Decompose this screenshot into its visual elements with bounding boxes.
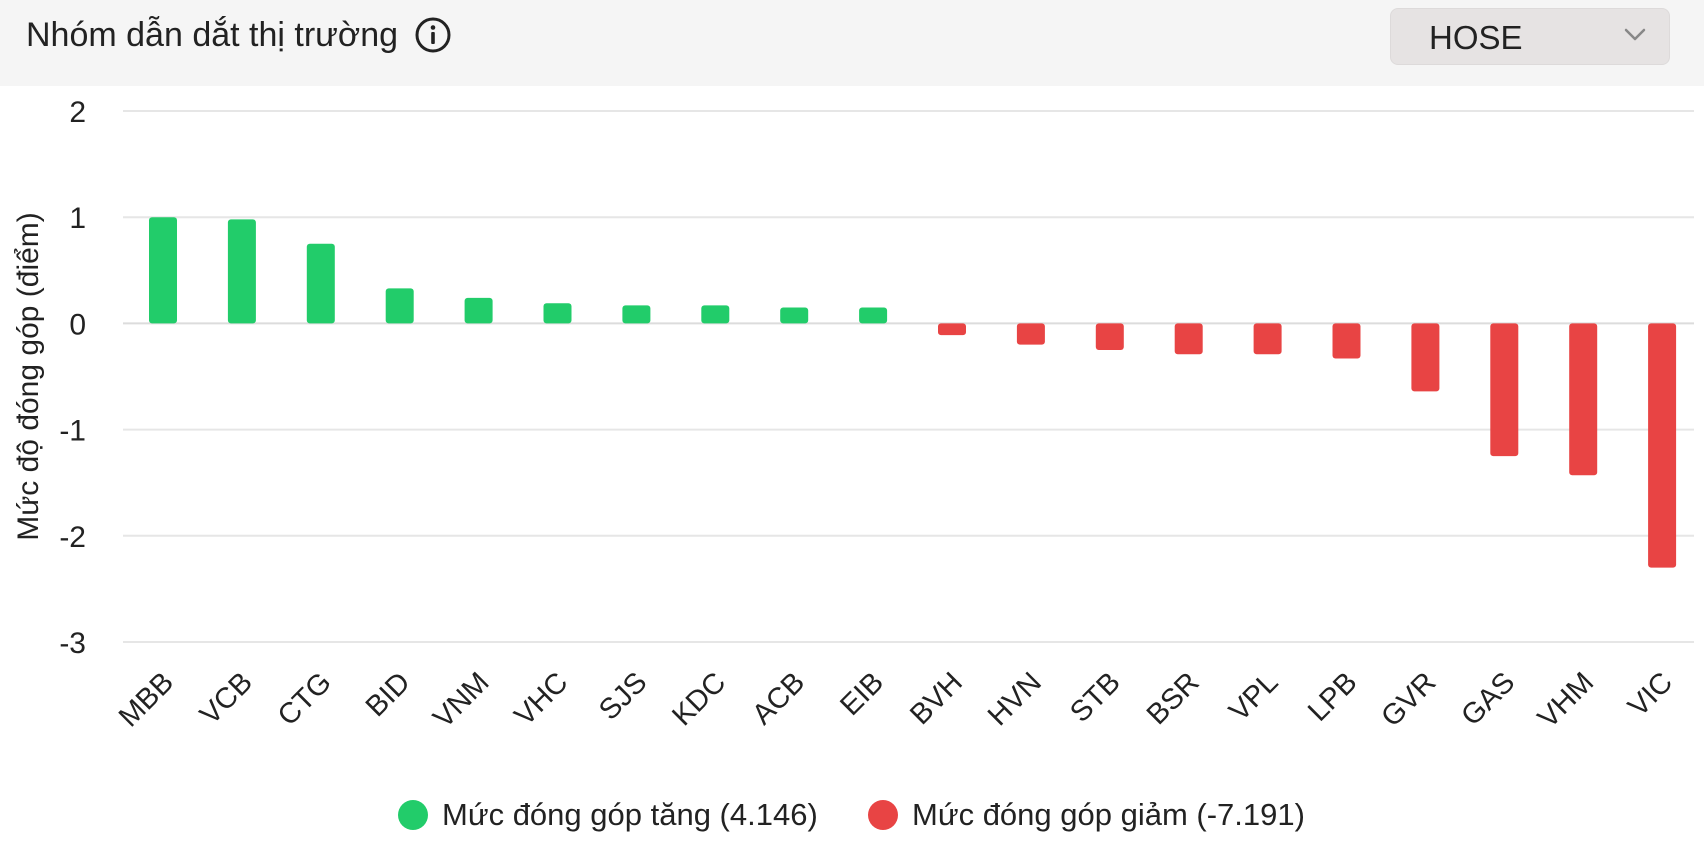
x-tick-label-vhm: VHM <box>1532 666 1600 734</box>
y-tick-label: -1 <box>59 415 86 448</box>
bar-chart: 2 1 0 -1 -2 -3 Mức độ đóng góp (điểm) MBB VCB CTG… <box>12 96 1694 735</box>
x-tick-label-vnm: VNM <box>427 666 495 734</box>
page-title: Nhóm dẫn dắt thị trường <box>26 16 399 54</box>
legend-label-negative: Mức đóng góp giảm (-7.191) <box>912 797 1305 832</box>
x-tick-label-hvn: HVN <box>982 666 1048 732</box>
x-tick-label-bsr: BSR <box>1141 666 1206 731</box>
legend-marker-negative <box>868 800 898 830</box>
y-tick-label: 2 <box>69 96 86 129</box>
bar-lpb <box>1332 323 1361 359</box>
bar-eib <box>859 307 888 324</box>
x-tick-label-mbb: MBB <box>113 666 180 733</box>
bar-bsr <box>1174 323 1203 355</box>
bar-bid <box>385 288 414 324</box>
bar-bvh <box>938 323 966 336</box>
bar-vhc <box>543 303 572 324</box>
x-tick-label-kdc: KDC <box>666 666 732 732</box>
x-tick-label-sjs: SJS <box>593 666 653 726</box>
chevron-down-icon <box>1624 28 1646 41</box>
exchange-select[interactable]: HOSE <box>1390 8 1670 65</box>
x-tick-label-gas: GAS <box>1455 666 1521 732</box>
x-tick-label-stb: STB <box>1064 666 1127 729</box>
bar-vpl <box>1253 323 1282 355</box>
y-axis-label: Mức độ đóng góp (điểm) <box>12 212 45 541</box>
x-tick-label-lpb: LPB <box>1302 666 1363 727</box>
bar-vhm <box>1569 323 1598 476</box>
bar-kdc <box>701 305 730 324</box>
chart-legend: Mức đóng góp tăng (4.146) Mức đóng góp g… <box>0 792 1704 838</box>
x-tick-label-vic: VIC <box>1622 666 1679 723</box>
x-tick-label-bvh: BVH <box>904 666 969 731</box>
bar-gas <box>1490 323 1519 457</box>
x-tick-label-vhc: VHC <box>509 666 575 732</box>
bar-sjs <box>622 305 651 324</box>
info-circle-icon[interactable] <box>414 16 452 54</box>
y-tick-label: 0 <box>69 308 86 341</box>
x-tick-label-bid: BID <box>360 666 417 723</box>
bar-vnm <box>464 297 493 324</box>
bar-vic <box>1648 323 1677 568</box>
chart-header: Nhóm dẫn dắt thị trường HOSE <box>0 0 1704 86</box>
bar-mbb <box>149 217 177 324</box>
y-tick-label: -2 <box>59 521 86 554</box>
legend-item-positive[interactable]: Mức đóng góp tăng (4.146) <box>398 792 818 838</box>
legend-item-negative[interactable]: Mức đóng góp giảm (-7.191) <box>868 792 1305 838</box>
bar-acb <box>780 307 809 324</box>
x-tick-label-ctg: CTG <box>272 666 338 732</box>
bar-ctg <box>306 243 335 324</box>
x-tick-label-acb: ACB <box>746 666 811 731</box>
bar-hvn <box>1016 323 1045 345</box>
x-tick-label-gvr: GVR <box>1375 666 1442 733</box>
x-tick-label-vcb: VCB <box>194 666 259 731</box>
bar-stb <box>1095 323 1124 350</box>
bar-gvr <box>1411 323 1440 392</box>
legend-label-positive: Mức đóng góp tăng (4.146) <box>442 797 818 832</box>
y-tick-label: -3 <box>59 627 86 660</box>
exchange-select-value: HOSE <box>1429 19 1523 56</box>
x-tick-label-eib: EIB <box>834 666 890 722</box>
y-tick-label: 1 <box>69 202 86 235</box>
x-tick-label-vpl: VPL <box>1223 666 1284 727</box>
bar-vcb <box>227 219 256 324</box>
legend-marker-positive <box>398 800 428 830</box>
